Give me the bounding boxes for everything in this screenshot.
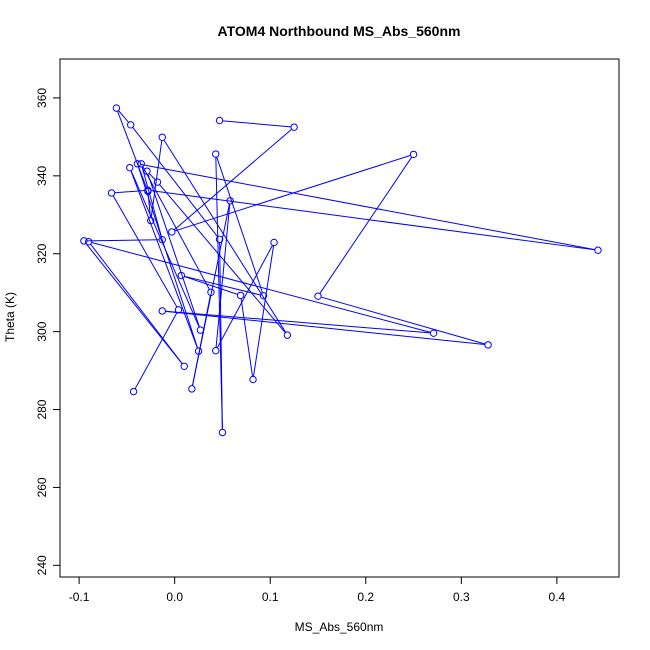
- data-point: [143, 167, 151, 175]
- series-segment: [130, 170, 198, 349]
- data-point: [107, 189, 116, 197]
- data-point: [429, 329, 438, 337]
- y-axis: 240 260 280 300 320 340 360: [35, 88, 61, 575]
- y-tick-label: 280: [35, 399, 49, 419]
- series-segment: [165, 310, 485, 346]
- x-axis: -0.1 0.0 0.1 0.2 0.3 0.4: [69, 576, 566, 604]
- series-segment: [137, 166, 199, 349]
- series-segment: [114, 189, 145, 194]
- data-point: [218, 428, 227, 437]
- series-segment: [219, 242, 223, 430]
- series-segment: [140, 163, 595, 251]
- data-point: [168, 228, 176, 236]
- series-segment: [148, 173, 156, 181]
- data-point: [594, 246, 602, 254]
- series-segment: [141, 166, 162, 237]
- series-segment: [184, 276, 238, 295]
- data-point: [80, 237, 88, 245]
- data-point: [180, 362, 188, 370]
- data-point: [126, 163, 134, 172]
- series-segment: [320, 296, 486, 345]
- data-point: [158, 236, 166, 244]
- data-point: [158, 133, 166, 141]
- data-point: [137, 160, 145, 168]
- data-point: [484, 341, 492, 349]
- series-segment: [134, 312, 178, 390]
- data-point: [196, 326, 205, 334]
- data-point: [236, 291, 245, 300]
- series-segment: [87, 239, 160, 242]
- data-point: [249, 375, 257, 384]
- y-tick-label: 360: [35, 88, 49, 108]
- series-lines: [85, 110, 595, 430]
- data-point: [409, 150, 418, 159]
- y-tick-label: 320: [35, 243, 49, 263]
- series-segment: [192, 203, 230, 386]
- data-point: [259, 292, 268, 300]
- x-tick-label: 0.4: [549, 590, 566, 604]
- series-segment: [147, 174, 200, 328]
- x-tick-label: 0.0: [166, 590, 183, 604]
- data-point: [158, 307, 166, 315]
- data-point: [147, 216, 155, 225]
- data-point: [174, 306, 183, 314]
- x-tick-label: 0.1: [262, 590, 279, 604]
- series-segment: [85, 243, 183, 365]
- series-segment: [173, 128, 293, 231]
- series-segment: [253, 245, 275, 377]
- data-point: [112, 104, 121, 112]
- series-segment: [132, 127, 219, 238]
- series-segment: [216, 245, 273, 349]
- data-point: [212, 347, 220, 355]
- data-point: [177, 271, 186, 280]
- data-point: [212, 150, 220, 158]
- data-point: [84, 237, 93, 246]
- data-point: [188, 385, 196, 393]
- data-point: [194, 347, 203, 355]
- series-segment: [184, 275, 261, 296]
- data-point: [144, 186, 152, 194]
- y-tick-label: 300: [35, 321, 49, 341]
- series-segment: [118, 110, 130, 123]
- y-axis-label: Theta (K): [3, 292, 17, 342]
- data-point: [314, 292, 322, 300]
- data-points: [80, 104, 602, 437]
- data-point: [283, 331, 292, 339]
- series-segment: [165, 310, 431, 334]
- data-point: [215, 116, 224, 125]
- series-segment: [240, 298, 254, 377]
- data-point: [290, 123, 298, 131]
- data-point: [129, 387, 138, 396]
- chart-title: ATOM4 Northbound MS_Abs_560nm: [218, 23, 461, 39]
- series-segment: [151, 190, 595, 251]
- plot-frame: [59, 58, 620, 578]
- series-segment: [222, 120, 291, 128]
- x-tick-label: 0.2: [357, 590, 374, 604]
- data-point: [153, 178, 162, 186]
- data-point: [226, 197, 234, 205]
- data-point: [270, 238, 278, 247]
- data-point: [207, 288, 215, 296]
- x-axis-label: MS_Abs_560nm: [295, 620, 384, 634]
- data-point: [133, 160, 142, 168]
- x-tick-label: -0.1: [69, 590, 90, 604]
- series-segment: [215, 203, 231, 348]
- series-segment: [159, 184, 286, 334]
- series-segment: [142, 166, 210, 290]
- data-point: [127, 121, 135, 129]
- y-tick-label: 260: [35, 477, 49, 497]
- series-segment: [117, 110, 148, 189]
- series-segment: [90, 243, 183, 365]
- data-point: [215, 235, 224, 244]
- y-tick-label: 240: [35, 555, 49, 575]
- x-tick-label: 0.3: [453, 590, 470, 604]
- series-segment: [112, 195, 178, 308]
- y-tick-label: 340: [35, 166, 49, 186]
- series-segment: [163, 139, 287, 333]
- series-segment: [319, 156, 413, 294]
